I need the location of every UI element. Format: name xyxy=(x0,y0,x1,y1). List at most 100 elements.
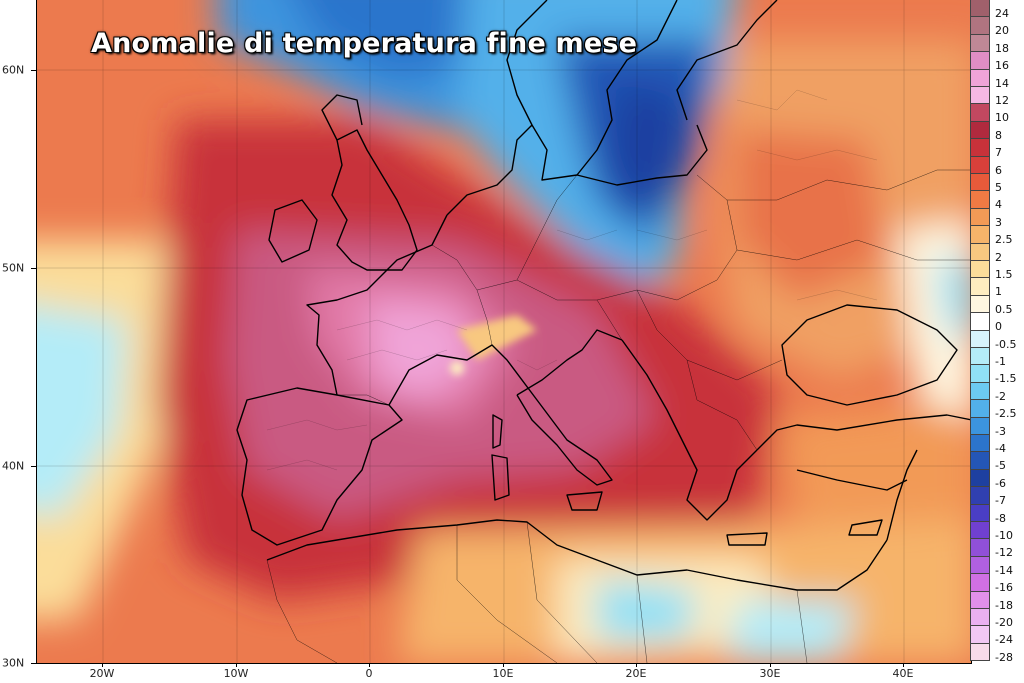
legend-label: 18 xyxy=(995,41,1009,55)
legend-label: 16 xyxy=(995,59,1009,73)
legend-row: 2.5 xyxy=(970,226,1024,245)
legend-swatch xyxy=(970,261,990,279)
legend-swatch xyxy=(970,348,990,366)
legend-row: 18 xyxy=(970,34,1024,55)
legend-swatch xyxy=(970,156,990,174)
legend-label: 10 xyxy=(995,111,1009,125)
legend-swatch xyxy=(970,574,990,592)
legend-swatch xyxy=(970,400,990,418)
legend-label: 12 xyxy=(995,94,1009,107)
legend-label: 14 xyxy=(995,76,1009,90)
legend-row: -20 xyxy=(970,609,1024,629)
legend-label: 0.5 xyxy=(995,302,1013,316)
legend-swatch xyxy=(970,17,990,35)
legend-swatch xyxy=(970,278,990,296)
legend-row: -18 xyxy=(970,591,1024,611)
lon-label-10w: 10W xyxy=(223,667,249,680)
legend-row: -7 xyxy=(970,487,1024,508)
lon-label-20e: 20E xyxy=(625,667,647,680)
lat-tick xyxy=(31,466,36,467)
legend-swatch xyxy=(970,435,990,453)
legend-swatch xyxy=(970,452,990,470)
legend-label: -3 xyxy=(995,424,1006,438)
legend-swatch xyxy=(970,34,990,53)
legend-row: 16 xyxy=(970,52,1024,73)
legend-swatch xyxy=(970,121,990,140)
legend-swatch xyxy=(970,365,990,383)
legend-row: -1.5 xyxy=(970,365,1024,386)
legend-row: -5 xyxy=(970,452,1024,471)
lon-tick xyxy=(369,663,370,667)
legend-label: -12 xyxy=(995,546,1013,560)
legend-row: -4 xyxy=(970,435,1024,455)
lon-tick xyxy=(236,663,237,667)
legend-row: 12 xyxy=(970,87,1024,107)
legend-label: -8 xyxy=(995,511,1006,525)
legend-swatch xyxy=(970,330,990,348)
lon-label-10e: 10E xyxy=(492,667,514,680)
regional-borders xyxy=(266,89,878,471)
legend-label: -0.5 xyxy=(995,337,1017,351)
legend-row: 1.5 xyxy=(970,261,1024,281)
legend-swatch xyxy=(970,191,990,209)
legend-swatch xyxy=(970,382,990,401)
legend-label: 3 xyxy=(995,215,1002,229)
lon-tick xyxy=(503,663,504,667)
legend-label: -2 xyxy=(995,389,1006,403)
lat-label-60n: 60N xyxy=(2,63,25,77)
legend-label: 4 xyxy=(995,198,1002,212)
legend-swatch xyxy=(970,504,990,522)
legend-swatch xyxy=(970,609,990,627)
legend-row: 8 xyxy=(970,121,1024,142)
legend-swatch xyxy=(970,313,990,331)
legend-label: -1.5 xyxy=(995,372,1017,386)
legend-label: 2 xyxy=(995,250,1002,264)
borders xyxy=(266,169,971,663)
legend-label: 1.5 xyxy=(995,268,1013,281)
legend-swatch xyxy=(970,139,990,157)
legend-label: -24 xyxy=(995,633,1013,647)
legend-row: 7 xyxy=(970,139,1024,158)
legend-label: -7 xyxy=(995,494,1006,508)
legend-swatch xyxy=(970,87,990,105)
lon-label-0: 0 xyxy=(365,667,373,680)
legend-swatch xyxy=(970,539,990,557)
legend-row: -1 xyxy=(970,348,1024,368)
legend-row: 0.5 xyxy=(970,295,1024,316)
lat-label-50n: 50N xyxy=(2,261,25,275)
legend-row: -0.5 xyxy=(970,330,1024,351)
legend-label: 5 xyxy=(995,181,1002,194)
legend-row: 10 xyxy=(970,104,1024,125)
legend-swatch xyxy=(970,0,990,18)
lat-tick xyxy=(31,70,36,71)
legend-label: -6 xyxy=(995,476,1006,490)
map-area: Anomalie di temperatura fine mese xyxy=(36,0,972,664)
legend-row: 0 xyxy=(970,313,1024,332)
legend-row: -3 xyxy=(970,417,1024,438)
legend-label: 24 xyxy=(995,7,1009,20)
legend-swatch xyxy=(970,104,990,122)
legend-swatch xyxy=(970,226,990,244)
legend-label: 6 xyxy=(995,163,1002,177)
legend-swatch xyxy=(970,469,990,488)
legend-label: -28 xyxy=(995,650,1013,664)
legend-label: 20 xyxy=(995,24,1009,38)
temperature-anomaly-map xyxy=(37,0,971,663)
graticule xyxy=(37,0,971,663)
color-legend: 24 20 18 16 14 12 10 8 7 6 5 4 3 2.5 2 1.5 1 0.5 0 -0.5 -1 -1… xyxy=(970,0,1024,663)
legend-label: -20 xyxy=(995,616,1013,629)
legend-label: -14 xyxy=(995,563,1013,577)
legend-swatch xyxy=(970,417,990,435)
legend-row: 3 xyxy=(970,208,1024,229)
legend-label: -10 xyxy=(995,529,1013,542)
legend-swatch xyxy=(970,52,990,70)
legend-swatch xyxy=(970,174,990,192)
legend-row: -2.5 xyxy=(970,400,1024,419)
lon-label-30e: 30E xyxy=(759,667,781,680)
legend-swatch xyxy=(970,295,990,314)
legend-label: 8 xyxy=(995,128,1002,142)
lat-label-40n: 40N xyxy=(2,459,25,473)
legend-label: -1 xyxy=(995,355,1006,368)
legend-label: -4 xyxy=(995,442,1006,455)
legend-row: 20 xyxy=(970,17,1024,38)
